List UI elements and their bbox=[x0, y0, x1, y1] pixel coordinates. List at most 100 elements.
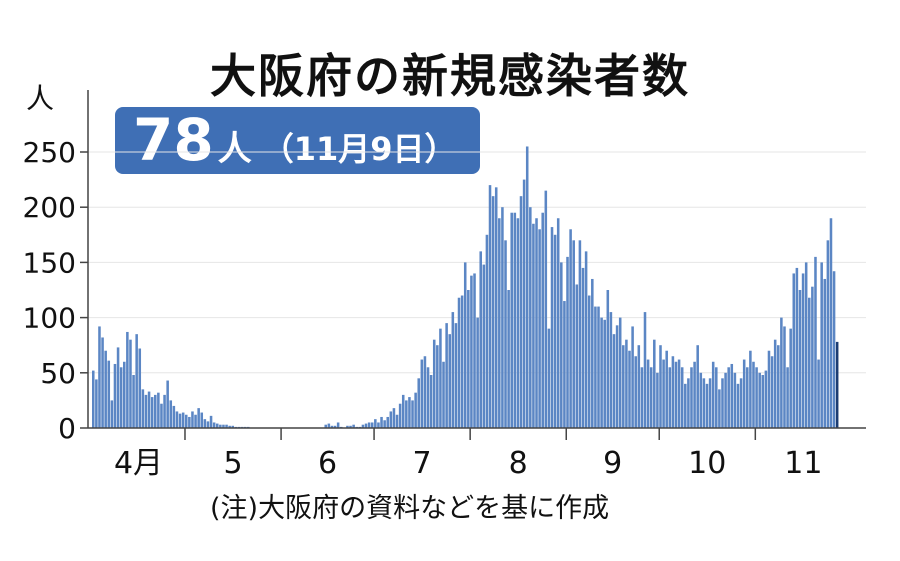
bar bbox=[538, 229, 541, 428]
bar bbox=[429, 375, 433, 428]
bar bbox=[733, 372, 737, 428]
bar bbox=[454, 323, 458, 428]
bar bbox=[215, 423, 219, 428]
bar bbox=[488, 185, 492, 428]
y-tick-label: 200 bbox=[23, 191, 76, 224]
bar bbox=[671, 356, 675, 428]
axes bbox=[87, 90, 866, 429]
bar bbox=[380, 416, 383, 428]
bar bbox=[742, 359, 746, 428]
latest-count-callout: 78 人 （11月9日） bbox=[115, 107, 480, 174]
latest-count-value: 78 bbox=[133, 106, 214, 174]
bar bbox=[715, 367, 718, 428]
bar bbox=[519, 196, 523, 428]
bar bbox=[401, 394, 405, 428]
bar bbox=[581, 267, 585, 428]
bar bbox=[718, 389, 721, 428]
bar bbox=[163, 394, 166, 428]
bar bbox=[364, 423, 368, 428]
bar bbox=[377, 422, 380, 428]
bar bbox=[680, 367, 684, 428]
y-tick-label: 100 bbox=[23, 302, 76, 335]
bar bbox=[556, 218, 560, 428]
bar bbox=[584, 251, 588, 428]
bar bbox=[442, 361, 445, 428]
bar bbox=[705, 383, 709, 428]
bar bbox=[178, 413, 182, 428]
bar-series bbox=[92, 146, 839, 429]
bar bbox=[826, 240, 830, 428]
bar bbox=[457, 297, 461, 428]
bar bbox=[482, 264, 486, 428]
bar bbox=[513, 212, 517, 428]
bar bbox=[777, 345, 780, 428]
bar bbox=[727, 367, 730, 428]
bar bbox=[770, 356, 774, 428]
bar bbox=[98, 326, 101, 428]
bar bbox=[634, 356, 637, 428]
bar bbox=[349, 425, 352, 428]
bar bbox=[618, 317, 622, 428]
bar bbox=[829, 218, 833, 428]
bar bbox=[702, 378, 706, 428]
bar bbox=[498, 218, 501, 428]
bar bbox=[194, 414, 197, 428]
x-tick-label: 6 bbox=[318, 446, 337, 481]
x-tick-label: 8 bbox=[509, 446, 528, 481]
bar bbox=[516, 218, 520, 428]
bar bbox=[132, 375, 135, 428]
bar bbox=[708, 378, 712, 428]
bar bbox=[445, 323, 448, 428]
bar bbox=[141, 389, 145, 428]
bar bbox=[739, 378, 743, 428]
bar bbox=[560, 262, 563, 428]
chart-title: 大阪府の新規感染者数 bbox=[210, 49, 690, 103]
bar bbox=[175, 411, 179, 428]
bar bbox=[631, 326, 634, 428]
bar bbox=[408, 397, 411, 428]
bar bbox=[563, 301, 566, 428]
bar bbox=[808, 297, 811, 428]
bar bbox=[553, 234, 557, 428]
bar bbox=[222, 424, 225, 428]
bar bbox=[504, 240, 507, 428]
bar bbox=[603, 319, 606, 428]
bar bbox=[817, 359, 820, 428]
bar bbox=[92, 370, 95, 428]
bar bbox=[126, 331, 129, 428]
bar bbox=[792, 273, 796, 428]
y-tick-label: 250 bbox=[23, 136, 76, 169]
bar bbox=[501, 207, 504, 428]
bar bbox=[625, 339, 628, 428]
bar bbox=[113, 363, 117, 428]
bar bbox=[566, 256, 569, 428]
latest-count-unit: 人 bbox=[217, 129, 252, 169]
bar bbox=[659, 345, 662, 428]
bar bbox=[324, 424, 328, 428]
bar bbox=[653, 339, 656, 428]
bar bbox=[107, 360, 111, 428]
bar bbox=[150, 397, 154, 428]
bar bbox=[600, 317, 603, 428]
bar bbox=[370, 422, 374, 428]
bar bbox=[414, 392, 417, 428]
bar bbox=[389, 411, 393, 428]
bar bbox=[494, 187, 498, 428]
bar bbox=[637, 345, 641, 428]
bar bbox=[225, 424, 228, 428]
x-axis-ticks: 4月 5 6 7 8 9 10 11 bbox=[114, 428, 822, 481]
bar bbox=[166, 380, 169, 428]
bar bbox=[612, 334, 616, 428]
bar bbox=[606, 290, 610, 428]
bar bbox=[615, 325, 619, 428]
bar bbox=[811, 286, 814, 428]
bar bbox=[665, 350, 668, 428]
bar bbox=[436, 345, 439, 428]
bar bbox=[767, 350, 771, 428]
bar bbox=[541, 212, 544, 428]
bar bbox=[181, 412, 185, 428]
bar bbox=[184, 414, 188, 428]
bar bbox=[535, 218, 538, 428]
bar bbox=[684, 383, 687, 428]
bar bbox=[228, 425, 231, 428]
